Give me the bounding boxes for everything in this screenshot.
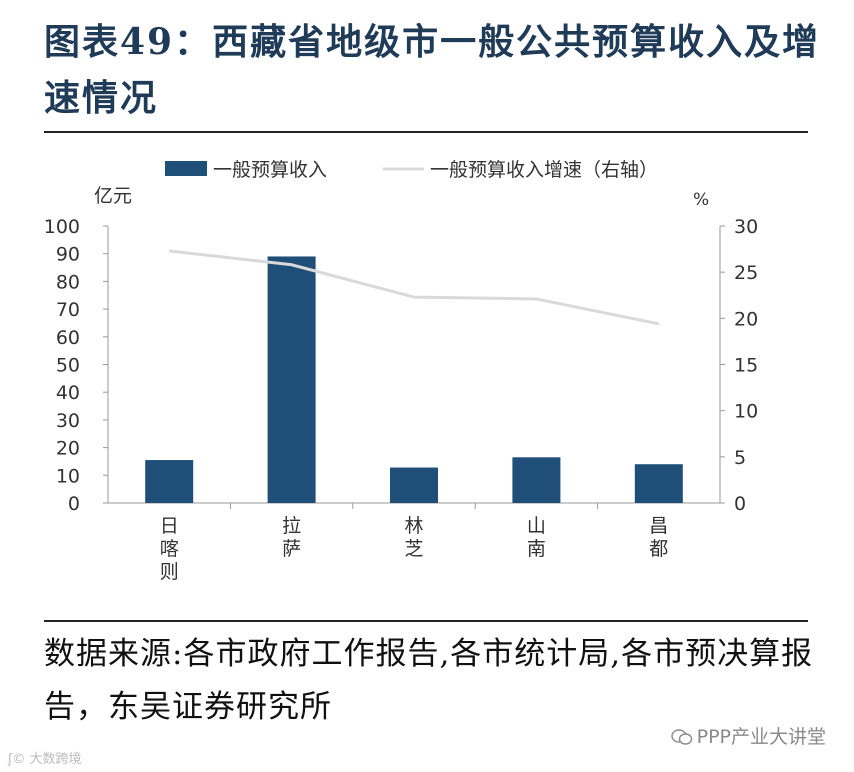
left-tick-label: 70 (56, 299, 80, 321)
watermark-brand-text: PPP产业大讲堂 (696, 726, 826, 748)
left-tick-label: 30 (56, 410, 80, 432)
left-tick-label: 20 (56, 438, 80, 460)
x-tick-label: 萨 (282, 538, 301, 560)
x-tick-label: 南 (527, 538, 546, 560)
right-tick-label: 5 (734, 447, 746, 469)
right-tick-label: 10 (734, 401, 758, 423)
right-axis-unit: % (693, 190, 709, 210)
legend-bar-label: 一般预算收入 (213, 159, 327, 181)
right-tick-label: 25 (734, 262, 758, 284)
watermark-logo-icon: ʃ© (8, 752, 26, 767)
bar-日喀则 (145, 460, 194, 503)
x-tick-label: 则 (160, 561, 179, 583)
title-divider (44, 131, 808, 133)
growth-rate-line (169, 249, 660, 326)
chart-title: 图表49：西藏省地级市一般公共预算收入及增速情况 (44, 21, 821, 119)
left-tick-label: 0 (68, 493, 80, 515)
right-tick-label: 15 (734, 355, 758, 377)
legend-line-label: 一般预算收入增速（右轴） (430, 159, 658, 181)
bar-林芝 (390, 467, 438, 503)
x-tick-label: 芝 (404, 538, 423, 560)
wechat-icon (670, 729, 692, 745)
left-tick-label: 90 (56, 244, 80, 266)
left-tick-label: 100 (44, 216, 80, 238)
x-tick-label: 日 (160, 515, 179, 537)
left-tick-label: 40 (56, 382, 80, 404)
right-tick-label: 20 (734, 308, 758, 330)
right-tick-label: 0 (734, 493, 746, 515)
x-tick-label: 拉 (282, 515, 301, 537)
left-tick-label: 10 (56, 465, 80, 487)
x-tick-label: 都 (649, 538, 668, 560)
bar-昌都 (634, 464, 683, 503)
x-tick-label: 山 (527, 515, 546, 537)
left-tick-label: 50 (56, 355, 80, 377)
combo-chart: 0 10 20 30 40 50 60 70 80 90 100 0 5 10 15 20 25 30 亿元 % 日喀则… (44, 159, 758, 583)
bar-山南 (512, 457, 561, 503)
x-tick-label: 喀 (160, 538, 179, 560)
source-divider (44, 620, 808, 622)
left-tick-label: 80 (56, 271, 80, 293)
source-note: 数据来源:各市政府工作报告,各市统计局,各市预决算报告，东吴证券研究所 (44, 636, 814, 725)
left-axis-unit: 亿元 (94, 185, 132, 207)
watermark-brand: PPP产业大讲堂 (670, 722, 826, 749)
watermark-corner-text: 大数跨境 (29, 752, 82, 767)
left-tick-label: 60 (56, 327, 80, 349)
x-tick-label: 林 (404, 515, 423, 537)
bar-拉萨 (267, 256, 316, 503)
legend-bar-swatch (165, 161, 207, 176)
watermark-corner: ʃ© 大数跨境 (8, 748, 82, 767)
right-tick-label: 30 (734, 216, 758, 238)
x-tick-label: 昌 (649, 515, 668, 537)
